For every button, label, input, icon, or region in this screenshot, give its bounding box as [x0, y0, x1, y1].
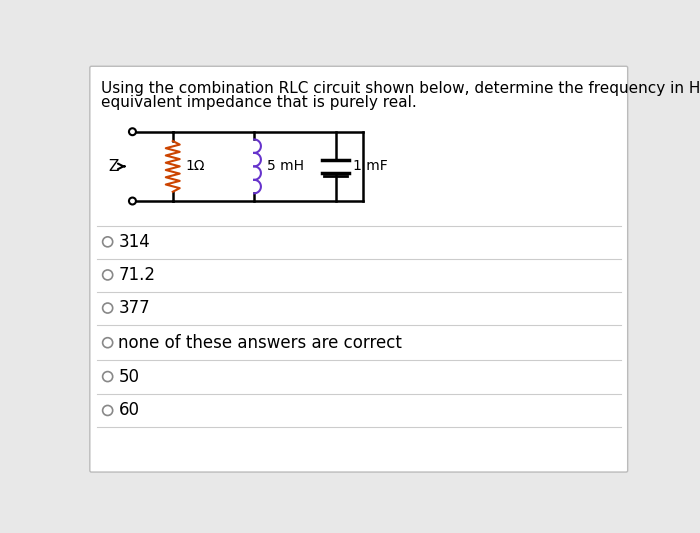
Text: Using the combination RLC circuit shown below, determine the frequency in Hz tha: Using the combination RLC circuit shown …	[102, 81, 700, 96]
Text: 1 mF: 1 mF	[354, 159, 388, 173]
Text: 71.2: 71.2	[118, 266, 155, 284]
Text: Z: Z	[108, 159, 119, 174]
Text: 60: 60	[118, 401, 139, 419]
Text: 50: 50	[118, 368, 139, 385]
Text: 1Ω: 1Ω	[185, 159, 204, 173]
Text: 5 mH: 5 mH	[267, 159, 304, 173]
FancyBboxPatch shape	[90, 66, 628, 472]
Text: none of these answers are correct: none of these answers are correct	[118, 334, 402, 352]
Text: 377: 377	[118, 299, 150, 317]
Text: 314: 314	[118, 233, 150, 251]
Text: equivalent impedance that is purely real.: equivalent impedance that is purely real…	[102, 95, 417, 110]
